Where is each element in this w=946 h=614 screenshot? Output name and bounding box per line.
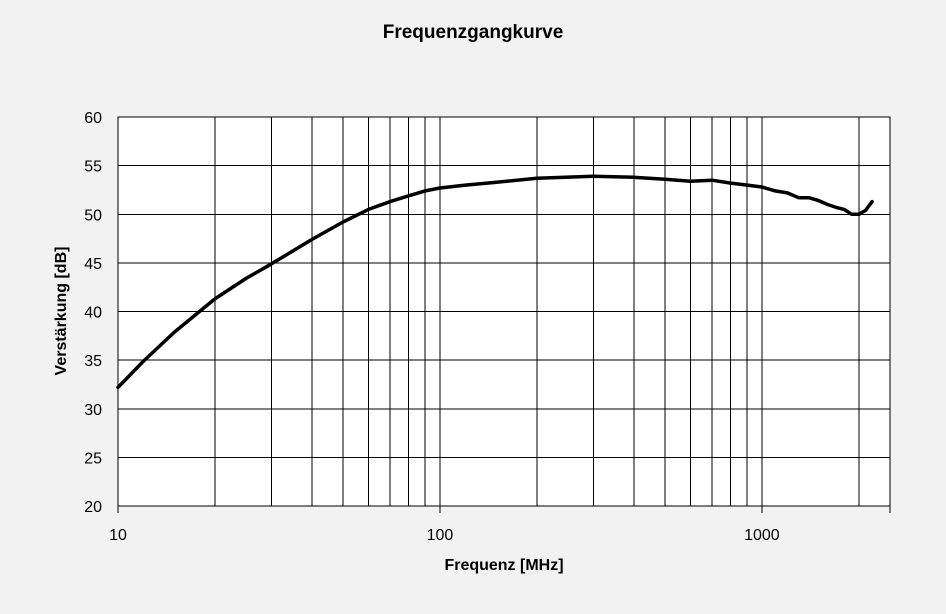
y-tick-label: 55 bbox=[84, 159, 102, 176]
grid bbox=[117, 116, 891, 513]
y-tick-label: 50 bbox=[84, 207, 102, 224]
y-tick-label: 20 bbox=[84, 499, 102, 516]
y-tick-label: 60 bbox=[84, 110, 102, 127]
y-tick-label: 45 bbox=[84, 256, 102, 273]
x-tick-label: 10 bbox=[109, 527, 127, 544]
chart-title: Frequenzgangkurve bbox=[383, 22, 564, 43]
series-line bbox=[116, 174, 874, 390]
y-tick-label: 40 bbox=[84, 305, 102, 322]
y-axis-label: Verstärkung [dB] bbox=[53, 247, 70, 376]
x-tick-label: 1000 bbox=[744, 527, 780, 544]
y-tick-label: 25 bbox=[84, 450, 102, 467]
y-tick-label: 35 bbox=[84, 353, 102, 370]
tick-labels: 20 25 30 35 40 45 50 55 60 10 100 1000 bbox=[84, 110, 780, 544]
x-axis-label: Frequenz [MHz] bbox=[444, 557, 563, 574]
y-tick-label: 30 bbox=[84, 402, 102, 419]
x-tick-label: 100 bbox=[427, 527, 454, 544]
